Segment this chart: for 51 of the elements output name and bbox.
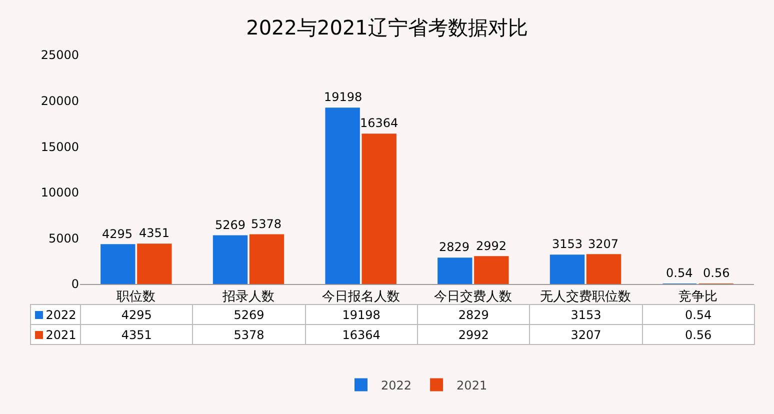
bar bbox=[586, 254, 622, 284]
x-tick-label: 招录人数 bbox=[222, 290, 274, 305]
y-tick-label: 25000 bbox=[40, 48, 79, 62]
legend-label: 2021 bbox=[30, 324, 80, 344]
bar bbox=[137, 244, 172, 284]
annotation: 0.56 bbox=[703, 266, 730, 280]
annotation: 16364 bbox=[360, 116, 398, 130]
bar bbox=[474, 256, 509, 284]
bar bbox=[212, 235, 248, 284]
bar bbox=[249, 234, 284, 284]
bar bbox=[325, 108, 360, 284]
x-tick-label: 今日报名人数 bbox=[322, 290, 400, 305]
legend-label: 2022 bbox=[30, 304, 80, 324]
y-tick-label: 5000 bbox=[48, 231, 79, 246]
bar bbox=[362, 134, 396, 284]
bar bbox=[438, 258, 472, 284]
data-label: 3207 bbox=[530, 324, 642, 344]
y-tick-label: 15000 bbox=[40, 140, 79, 154]
data-label: 19198 bbox=[305, 304, 418, 324]
data-label: 2992 bbox=[417, 324, 530, 344]
y-tick-label: 0 bbox=[71, 277, 79, 292]
annotation: 4351 bbox=[139, 226, 170, 240]
data-label: 3153 bbox=[530, 304, 642, 324]
data-label: 16364 bbox=[305, 324, 418, 344]
annotation: 3207 bbox=[588, 237, 619, 251]
x-tick-label: 职位数 bbox=[116, 290, 156, 305]
text: 2022 bbox=[381, 378, 412, 392]
annotation: 2829 bbox=[439, 240, 470, 254]
chart-title: 2022与2021辽宁省考数据对比 bbox=[246, 16, 528, 40]
data-label: 2829 bbox=[417, 304, 530, 324]
annotation: 4295 bbox=[102, 227, 133, 241]
bar bbox=[100, 244, 136, 284]
data-label: 4295 bbox=[80, 304, 193, 324]
annotation: 5378 bbox=[251, 217, 282, 231]
x-tick-label: 竞争比 bbox=[678, 290, 718, 305]
x-tick-label: 无人交费职位数 bbox=[540, 288, 631, 305]
annotation: 19198 bbox=[324, 90, 362, 104]
annotation: 0.54 bbox=[666, 266, 693, 280]
annotation: 2992 bbox=[476, 239, 507, 253]
y-tick-label: 10000 bbox=[40, 186, 79, 200]
text: 2021 bbox=[456, 378, 488, 392]
data-label: 5378 bbox=[192, 324, 306, 344]
annotation: 3153 bbox=[552, 237, 583, 251]
x-tick-label: 今日交费人数 bbox=[434, 288, 512, 305]
bar bbox=[550, 254, 585, 284]
data-label: 4351 bbox=[80, 324, 193, 344]
data-label: 0.56 bbox=[642, 324, 754, 344]
data-label: 5269 bbox=[192, 304, 306, 324]
y-tick-label: 20000 bbox=[40, 94, 79, 108]
annotation: 5269 bbox=[215, 218, 246, 232]
data-label: 0.54 bbox=[642, 304, 754, 324]
